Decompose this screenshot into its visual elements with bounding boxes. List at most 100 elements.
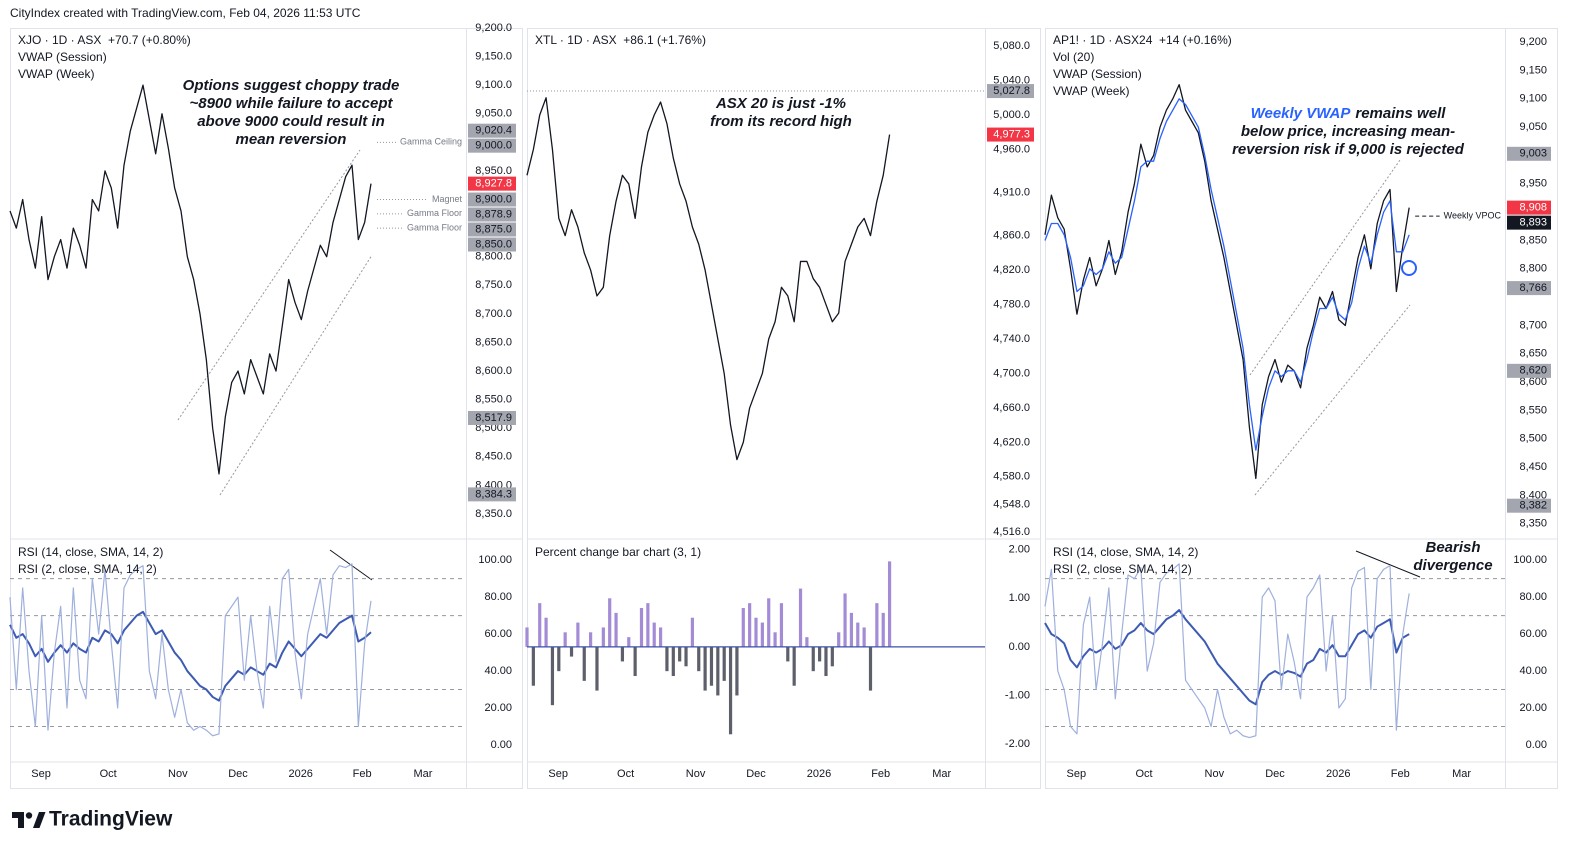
y-tick-label: 4,910.0 xyxy=(993,186,1030,198)
x-tick-label: Feb xyxy=(1391,768,1410,780)
y-tick-label: 4,740.0 xyxy=(993,333,1030,345)
footer-logo-text: TradingView xyxy=(49,808,173,831)
x-tick-label: Mar xyxy=(1452,768,1471,780)
x-tick-label: Dec xyxy=(1265,768,1285,780)
bar xyxy=(728,646,733,735)
x-tick-label: 2026 xyxy=(1326,768,1350,780)
bar xyxy=(576,622,580,647)
bar xyxy=(614,612,618,647)
bar xyxy=(792,646,796,686)
x-tick-label: Mar xyxy=(932,768,951,780)
annotation-text: remains well xyxy=(1355,105,1446,122)
legend-entry: Vol (20) xyxy=(1053,50,1094,64)
y-tick-label: 4,660.0 xyxy=(993,402,1030,414)
panel-frames xyxy=(10,28,1558,789)
price-label: 8,766 xyxy=(1519,282,1547,294)
price-label: 9,003 xyxy=(1519,148,1547,160)
bar xyxy=(856,622,860,647)
series-line xyxy=(1044,84,1410,480)
annotation: Options suggest choppy trade xyxy=(183,77,400,94)
y-tick-label: 8,350.0 xyxy=(475,508,512,520)
price-label-box xyxy=(987,84,1034,99)
annotation: Weekly VWAP remains well xyxy=(1251,105,1447,122)
price-label: 8,878.9 xyxy=(475,208,512,220)
legend-entry: Percent change bar chart (3, 1) xyxy=(535,545,701,559)
x-tick-label: Feb xyxy=(871,768,890,780)
bar xyxy=(639,608,644,647)
bar xyxy=(887,561,892,647)
bar xyxy=(684,646,688,667)
panel-frame xyxy=(527,28,1041,789)
annotation: ~8900 while failure to accept xyxy=(189,95,393,112)
series-line xyxy=(526,97,891,461)
y-tick-label: 8,450.0 xyxy=(475,451,512,463)
price-label-box xyxy=(1507,215,1551,230)
y-tick-label: 9,050 xyxy=(1519,121,1547,133)
series-line xyxy=(9,84,372,475)
y-tick-label: 8,450 xyxy=(1519,461,1547,473)
bar xyxy=(868,646,873,691)
x-tick-label: Mar xyxy=(413,768,432,780)
bar xyxy=(760,622,764,647)
y-tick-label: 5,000.0 xyxy=(993,109,1030,121)
x-tick-label: Nov xyxy=(168,768,188,780)
channel-lines xyxy=(177,149,1411,496)
logo xyxy=(12,812,46,828)
bar xyxy=(748,603,752,647)
bar xyxy=(779,603,784,647)
x-tick-label: Dec xyxy=(746,768,766,780)
level-note: Gamma Floor xyxy=(407,208,462,218)
bar xyxy=(646,603,650,647)
bar xyxy=(722,646,726,681)
level-note: Gamma Ceiling xyxy=(400,137,462,147)
price-label: 9,020.4 xyxy=(475,125,512,137)
annotation: above 9000 could result in xyxy=(197,113,385,130)
bar xyxy=(798,588,803,647)
bar xyxy=(830,646,834,667)
y-tick-label: 9,150.0 xyxy=(475,50,512,62)
x-tick-label: Nov xyxy=(1205,768,1225,780)
y-tick-label: 9,050.0 xyxy=(475,108,512,120)
price-label: 8,893 xyxy=(1519,217,1547,229)
bar xyxy=(843,593,847,647)
y-tick-label: 8,700.0 xyxy=(475,308,512,320)
y-tick-label: 0.00 xyxy=(491,739,512,751)
y-tick-label: 8,500.0 xyxy=(475,422,512,434)
bar xyxy=(633,646,637,677)
bar xyxy=(531,646,535,686)
y-tick-label: 1.00 xyxy=(1009,592,1030,604)
price-label-box xyxy=(468,123,516,138)
y-tick-label: 8,550 xyxy=(1519,404,1547,416)
level-note: Weekly VPOC xyxy=(1444,211,1502,221)
bar xyxy=(678,646,682,662)
bar xyxy=(862,627,866,647)
bar xyxy=(741,608,745,647)
bar xyxy=(875,603,879,647)
legend-entry: VWAP (Week) xyxy=(18,67,94,81)
series-line xyxy=(9,563,372,737)
price-label-box xyxy=(468,207,516,222)
price-label-box xyxy=(1507,281,1551,296)
bar xyxy=(620,646,625,662)
price-label-box xyxy=(1507,200,1551,215)
bar xyxy=(709,646,714,686)
y-tick-label: 8,950.0 xyxy=(475,165,512,177)
y-tick-label: 4,580.0 xyxy=(993,471,1030,483)
y-tick-label: 40.00 xyxy=(484,665,512,677)
price-label: 8,384.3 xyxy=(475,488,512,500)
bar xyxy=(538,603,542,647)
y-tick-label: 80.00 xyxy=(1519,591,1547,603)
annotation: reversion risk if 9,000 is rejected xyxy=(1232,141,1465,158)
y-tick-label: 100.00 xyxy=(1513,554,1547,566)
x-tick-label: Feb xyxy=(353,768,372,780)
y-tick-label: 60.00 xyxy=(1519,628,1547,640)
bar xyxy=(658,627,663,647)
divergence-line xyxy=(1355,550,1421,578)
y-tick-label: 8,750.0 xyxy=(475,279,512,291)
series-line xyxy=(1044,98,1410,451)
x-tick-label: Nov xyxy=(686,768,706,780)
bar xyxy=(811,646,815,672)
bar xyxy=(818,646,822,662)
annotation: ASX 20 is just -1% xyxy=(715,95,846,112)
